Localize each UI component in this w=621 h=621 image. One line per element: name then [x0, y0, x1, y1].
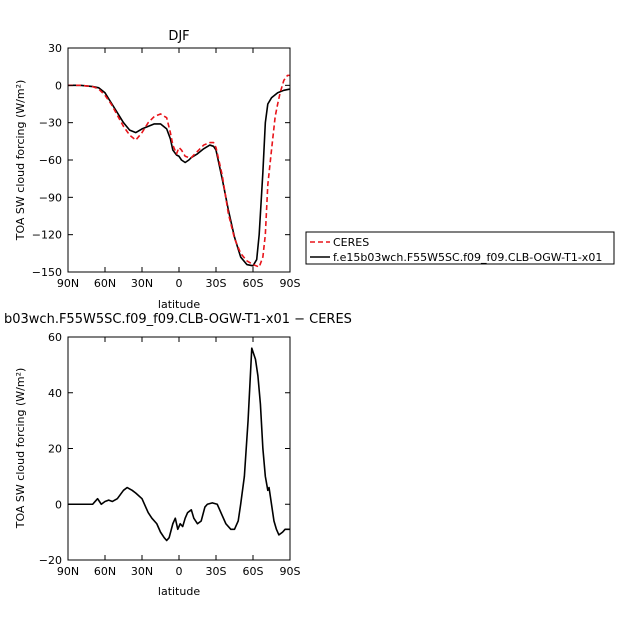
top-panel: DJF 90N 60N 30N 0 30S 60S 90S 30 0 −30 −60 −90 −120 −… [14, 29, 301, 311]
top-series-line-model [68, 84, 291, 267]
bottom-y-tick-label: 60 [48, 331, 62, 344]
top-x-tick-label: 30N [131, 277, 153, 290]
bottom-y-axis-label: TOA SW cloud forcing (W/m²) [14, 368, 27, 530]
bottom-y-tick-label: 0 [55, 498, 62, 511]
top-y-tick-label: −150 [32, 266, 62, 279]
top-y-tick-label: 0 [55, 79, 62, 92]
bottom-x-tick-label: 60S [243, 565, 264, 578]
bottom-x-tick-label: 90S [280, 565, 301, 578]
bottom-tick-group: 90N 60N 30N 0 30S 60S 90S 60 40 20 0 −20 [39, 331, 301, 578]
bottom-x-tick-label: 60N [94, 565, 116, 578]
top-y-axis-label: TOA SW cloud forcing (W/m²) [14, 80, 27, 242]
bottom-title: b03wch.F55W5SC.f09_f09.CLB-OGW-T1-x01 − … [4, 312, 352, 327]
bottom-x-tick-label: 90N [57, 565, 79, 578]
top-y-tick-label: −90 [39, 191, 62, 204]
top-x-tick-label: 30S [206, 277, 227, 290]
bottom-plot-marks [68, 347, 290, 542]
legend-box [305, 231, 615, 265]
bottom-y-tick-label: −20 [39, 554, 62, 567]
top-plot-marks [68, 74, 291, 268]
top-title: DJF [168, 29, 189, 44]
legend: CERES f.e15b03wch.F55W5SC.f09_f09.CLB-OG… [305, 231, 615, 265]
top-y-tick-label: 30 [48, 42, 62, 55]
top-x-axis-label: latitude [158, 298, 200, 311]
top-x-tick-label: 0 [176, 277, 183, 290]
bottom-panel: b03wch.F55W5SC.f09_f09.CLB-OGW-T1-x01 − … [4, 312, 352, 598]
legend-label-ceres: CERES [333, 236, 369, 249]
bottom-x-axis-label: latitude [158, 585, 200, 598]
bottom-y-tick-label: 40 [48, 387, 62, 400]
legend-label-model: f.e15b03wch.F55W5SC.f09_f09.CLB-OGW-T1-x… [333, 251, 602, 264]
bottom-series-line-difference [68, 347, 290, 542]
top-x-tick-label: 90N [57, 277, 79, 290]
top-plot-frame [67, 47, 291, 273]
top-y-tick-label: −30 [39, 117, 62, 130]
top-y-tick-label: −120 [32, 229, 62, 242]
top-tick-group: 90N 60N 30N 0 30S 60S 90S 30 0 −30 −60 −90 −120 −150 [32, 42, 301, 290]
top-x-tick-label: 60N [94, 277, 116, 290]
bottom-x-tick-label: 30N [131, 565, 153, 578]
bottom-x-tick-label: 30S [206, 565, 227, 578]
top-y-tick-label: −60 [39, 154, 62, 167]
top-x-tick-label: 90S [280, 277, 301, 290]
bottom-x-tick-label: 0 [176, 565, 183, 578]
top-series-line-ceres [68, 74, 290, 268]
bottom-y-tick-label: 20 [48, 443, 62, 456]
top-x-tick-label: 60S [243, 277, 264, 290]
